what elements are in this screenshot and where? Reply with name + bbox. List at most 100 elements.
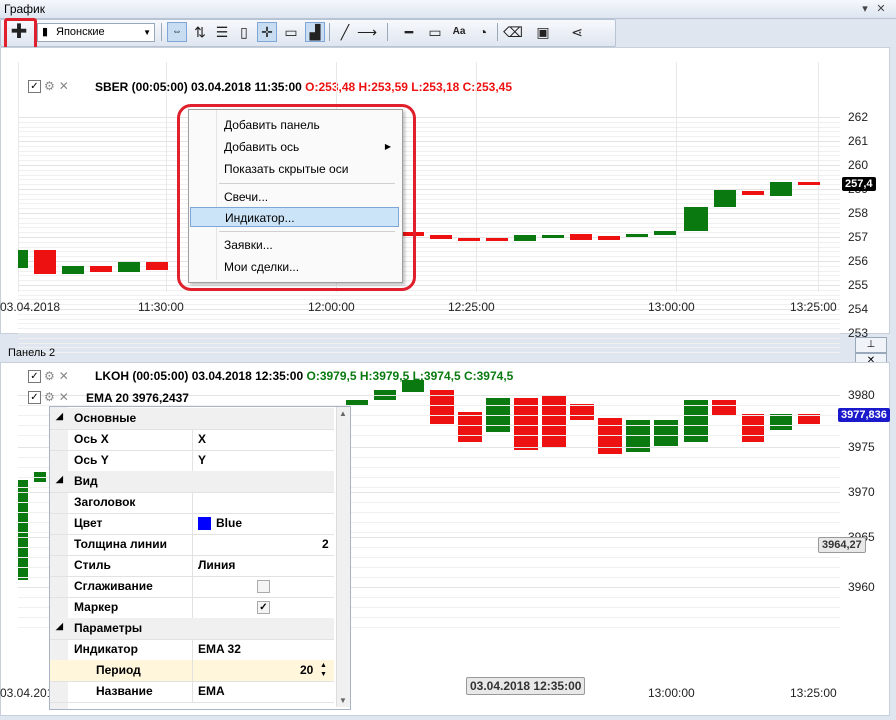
x-tick-label: 03.04.2018 xyxy=(0,686,61,700)
property-row[interactable]: Цвет Blue xyxy=(50,513,334,535)
property-scrollbar[interactable]: ▲ ▼ xyxy=(336,407,350,707)
arrow-tool-icon[interactable]: ⟶ xyxy=(357,24,378,40)
volume-profile-icon[interactable]: ▟ xyxy=(305,22,325,42)
horizontal-line-icon[interactable]: ━ xyxy=(404,24,414,40)
x-tick-label: 13:00:00 xyxy=(648,686,695,700)
grid-line xyxy=(18,395,840,396)
grid-line-minor xyxy=(18,270,840,272)
property-row[interactable]: Ось X X xyxy=(50,429,334,451)
symbol-label: SBER (00:05:00) xyxy=(95,80,188,94)
grid-line-minor xyxy=(18,265,840,267)
panel-pin-button[interactable]: ⊥ xyxy=(855,337,887,353)
rectangle-tool-icon[interactable]: ▭ xyxy=(428,24,442,40)
spinner-icon[interactable]: ▲ ▼ xyxy=(320,662,327,678)
visible-checkbox[interactable]: ✓ xyxy=(28,80,41,94)
menu-item-add-axis-label: Добавить ось xyxy=(224,140,300,154)
property-row[interactable]: Стиль Линия xyxy=(50,555,334,577)
property-row[interactable]: Период ▲ ▼ 20 xyxy=(50,660,334,682)
scroll-sync-button[interactable]: ⇔ xyxy=(167,22,187,42)
property-value[interactable]: 2 xyxy=(322,537,329,551)
text-tool-icon[interactable]: Aa xyxy=(452,26,466,37)
close-icon[interactable]: ✕ xyxy=(58,369,69,383)
property-value[interactable]: 20 xyxy=(300,663,314,677)
property-value[interactable]: X xyxy=(198,432,207,446)
eraser-icon[interactable]: ⌫ xyxy=(503,24,523,40)
property-row[interactable]: Индикатор EMA 32 xyxy=(50,639,334,661)
menu-item-add-axis[interactable]: Добавить ось ▶ xyxy=(190,137,399,157)
candle xyxy=(458,412,482,442)
indicator-legend: ✓ ⚙ ✕ xyxy=(28,390,69,405)
menu-item-orders[interactable]: Заявки... xyxy=(224,238,273,252)
collapse-icon[interactable]: ◢ xyxy=(56,621,63,631)
menu-item-indicator[interactable]: Индикатор... xyxy=(190,207,399,227)
collapse-icon[interactable]: ◢ xyxy=(56,474,63,484)
legend-list-icon[interactable]: ☰ xyxy=(215,24,229,40)
gear-icon[interactable]: ⚙ xyxy=(44,79,55,93)
property-name: Цвет xyxy=(74,516,103,530)
comment-icon[interactable]: ▭ xyxy=(284,24,298,40)
x-tick-label: 03.04.2018 xyxy=(0,300,61,314)
property-value[interactable]: EMA xyxy=(198,684,225,698)
gear-icon[interactable]: ⚙ xyxy=(44,369,55,383)
menu-item-my-trades[interactable]: Мои сделки... xyxy=(224,260,300,274)
property-row[interactable]: Ось Y Y xyxy=(50,450,334,472)
pin-icon[interactable]: ▾ xyxy=(862,3,868,15)
y-tick-label: 256 xyxy=(848,254,869,268)
gear-icon[interactable]: ⚙ xyxy=(44,390,55,404)
menu-item-candles[interactable]: Свечи... xyxy=(224,190,269,204)
property-value[interactable]: Линия xyxy=(198,558,236,572)
add-panel-button[interactable]: ✚ xyxy=(10,21,28,43)
collapse-icon[interactable]: ◢ xyxy=(56,411,63,421)
property-row[interactable]: Сглаживание xyxy=(50,576,334,598)
x-tick-label: 12:00:00 xyxy=(308,300,355,314)
property-row[interactable]: Название EMA xyxy=(50,681,334,703)
ema-last-value-label: 3977,836 xyxy=(838,408,890,422)
y-tick-label: 260 xyxy=(848,158,869,172)
property-category[interactable]: ◢ Основные xyxy=(50,408,334,430)
share-icon[interactable]: ⋖ xyxy=(571,24,583,40)
page-icon[interactable]: ▯ xyxy=(240,24,248,40)
property-row[interactable]: Маркер ✓ xyxy=(50,597,334,619)
smoothing-checkbox[interactable] xyxy=(257,580,270,593)
grid-line-minor xyxy=(18,405,840,406)
grid-line-minor xyxy=(18,318,840,320)
grid-line xyxy=(18,141,840,142)
candle xyxy=(542,396,566,448)
chart-panel-1[interactable] xyxy=(0,47,890,334)
close-icon[interactable]: ✕ xyxy=(58,390,69,404)
property-category[interactable]: ◢ Параметры xyxy=(50,618,334,640)
close-icon[interactable]: ✕ xyxy=(58,79,69,93)
marker-checkbox[interactable]: ✓ xyxy=(257,601,270,614)
save-icon[interactable]: ▣ xyxy=(536,24,550,40)
visible-checkbox[interactable]: ✓ xyxy=(28,370,41,384)
gauge-icon[interactable]: ◔ xyxy=(478,24,488,40)
property-name: Период xyxy=(96,663,141,677)
menu-item-add-panel[interactable]: Добавить панель xyxy=(224,118,320,132)
property-category[interactable]: ◢ Вид xyxy=(50,471,334,493)
grid-line-minor xyxy=(18,294,840,296)
property-value[interactable]: Blue xyxy=(216,516,243,530)
property-value[interactable]: EMA 32 xyxy=(198,642,241,656)
property-value[interactable]: Y xyxy=(198,453,207,467)
visible-checkbox[interactable]: ✓ xyxy=(28,391,41,405)
chart-type-select[interactable]: ▮ Японские ▼ xyxy=(37,23,155,42)
grid-line-minor xyxy=(18,512,840,513)
chart-context-menu: Добавить панель Добавить ось ▶ Показать … xyxy=(188,109,403,283)
crosshair-icon[interactable]: ✛ xyxy=(257,22,277,42)
property-row[interactable]: Толщина линии 2 xyxy=(50,534,334,556)
y-tick-label: 3980 xyxy=(848,388,875,402)
line-tool-icon[interactable]: ╱ xyxy=(340,24,350,40)
grid-line-minor xyxy=(18,547,840,548)
indicator-property-grid[interactable]: ◢ Основные Ось X X Ось Y Y ◢ Вид Заголовок Цвет Bl… xyxy=(49,406,351,710)
close-icon[interactable]: ✕ xyxy=(876,3,886,15)
menu-item-show-hidden-axes[interactable]: Показать скрытые оси xyxy=(224,162,349,176)
sort-arrows-icon[interactable]: ⇅ xyxy=(194,24,206,40)
candle xyxy=(430,235,452,239)
property-row[interactable]: Заголовок xyxy=(50,492,334,514)
grid-line-minor xyxy=(18,323,840,325)
grid-line xyxy=(18,333,840,334)
add-panel-highlight xyxy=(4,18,37,50)
candle xyxy=(90,266,112,272)
candle xyxy=(798,414,820,424)
panel2-legend: ✓ ⚙ ✕ xyxy=(28,369,69,384)
